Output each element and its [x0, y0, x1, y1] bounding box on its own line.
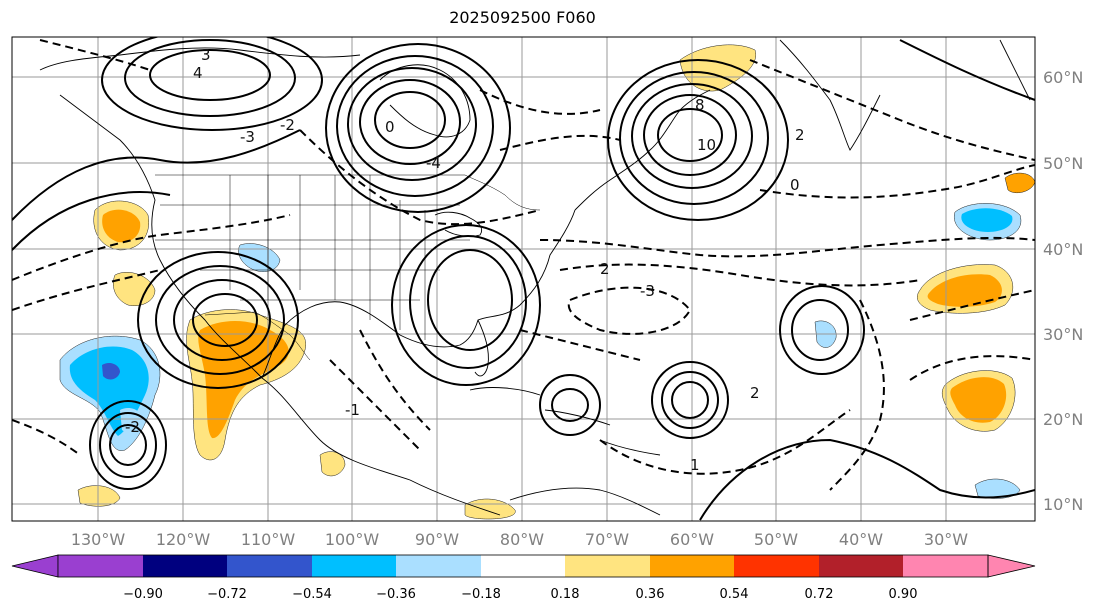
- colorbar-bin: [481, 555, 565, 577]
- latitude-ticks: 60°N 50°N 40°N 30°N 20°N 10°N: [1043, 68, 1083, 514]
- map-title: 2025092500 F060: [449, 8, 596, 27]
- contour-label: -3: [240, 128, 255, 146]
- colorbar-bin: [58, 555, 143, 577]
- contour-label: -3: [640, 282, 655, 300]
- us-mexico-border: [204, 311, 311, 361]
- europe-africa: [999, 39, 1031, 101]
- lon-tick: 130°W: [71, 530, 126, 549]
- contour-label: 0: [790, 176, 800, 194]
- colorbar-label: −0.90: [123, 587, 163, 602]
- north-america-west-coast: [59, 94, 501, 516]
- us-canada-border: [155, 174, 541, 211]
- east-coast: [574, 89, 711, 211]
- contour-label: 10: [697, 136, 716, 154]
- colorbar-bin: [903, 555, 988, 577]
- contour-ring: [374, 91, 446, 149]
- contour-label: 8: [695, 96, 705, 114]
- lon-tick: 60°W: [670, 530, 714, 549]
- colorbar-extend-min: [11, 554, 59, 578]
- colorbar-label: 0.72: [805, 587, 834, 602]
- colorbar-labels: −0.90 −0.72 −0.54 −0.36 −0.18 0.18 0.36 …: [123, 587, 917, 602]
- colorbar-bin: [819, 555, 903, 577]
- contour-label: -2: [280, 116, 295, 134]
- lat-tick: 30°N: [1043, 325, 1083, 344]
- colorbar: −0.90 −0.72 −0.54 −0.36 −0.18 0.18 0.36 …: [11, 554, 1036, 602]
- gulf-coast: [261, 209, 576, 379]
- contour-labels: 3 4 -3 -2 0 -4 8 10 2 -1 1 -3 2 -2 2 0: [125, 46, 805, 474]
- colorbar-bin: [396, 555, 481, 577]
- lat-tick: 50°N: [1043, 154, 1083, 173]
- gridlines: [12, 37, 1035, 521]
- lon-tick: 90°W: [415, 530, 459, 549]
- lat-tick: 40°N: [1043, 240, 1083, 259]
- lon-tick: 100°W: [325, 530, 380, 549]
- contour-label: 2: [795, 126, 805, 144]
- caribbean: [469, 387, 661, 456]
- colorbar-bin: [734, 555, 819, 577]
- borders: [155, 174, 541, 361]
- colorbar-label: −0.18: [461, 587, 501, 602]
- lat-tick: 60°N: [1043, 68, 1083, 87]
- lon-tick: 40°W: [839, 530, 883, 549]
- contour-label: 0: [385, 118, 395, 136]
- colorbar-label: 0.18: [551, 587, 580, 602]
- longitude-ticks: 130°W 120°W 110°W 100°W 90°W 80°W 70°W 6…: [71, 530, 968, 549]
- lon-tick: 50°W: [754, 530, 798, 549]
- contour-label: 3: [201, 46, 211, 64]
- lon-tick: 110°W: [241, 530, 296, 549]
- colorbar-label: −0.36: [376, 587, 416, 602]
- contours: [12, 37, 1035, 521]
- contour-label: -4: [426, 154, 441, 172]
- lon-tick: 120°W: [156, 530, 211, 549]
- colorbar-bin: [565, 555, 650, 577]
- contour-label: -2: [125, 418, 140, 436]
- colorbar-bin: [650, 555, 734, 577]
- colorbar-bin: [143, 555, 227, 577]
- coastlines: [39, 39, 1031, 516]
- lon-tick: 70°W: [585, 530, 629, 549]
- colorbar-label: 0.90: [889, 587, 918, 602]
- colorbar-label: 0.54: [720, 587, 749, 602]
- contour-label: 2: [600, 260, 610, 278]
- hudson-bay: [379, 64, 471, 138]
- map-frame: [11, 36, 1036, 522]
- contour-label: 1: [690, 456, 700, 474]
- lon-tick: 30°W: [924, 530, 968, 549]
- contour-label: 4: [193, 64, 203, 82]
- greenland: [779, 39, 881, 151]
- colorbar-label: −0.54: [292, 587, 332, 602]
- colorbar-label: 0.36: [636, 587, 665, 602]
- colorbar-extend-max: [987, 554, 1036, 578]
- colorbar-bin: [312, 555, 396, 577]
- south-america-coast: [509, 487, 661, 516]
- colorbar-label: −0.72: [207, 587, 247, 602]
- contour-label: -1: [345, 401, 360, 419]
- canada-arctic: [39, 47, 361, 71]
- colorbar-bin: [227, 555, 312, 577]
- lat-tick: 20°N: [1043, 410, 1083, 429]
- lon-tick: 80°W: [500, 530, 544, 549]
- lat-tick: 10°N: [1043, 495, 1083, 514]
- dashed-contours: [12, 39, 1035, 491]
- contour-label: 2: [750, 384, 760, 402]
